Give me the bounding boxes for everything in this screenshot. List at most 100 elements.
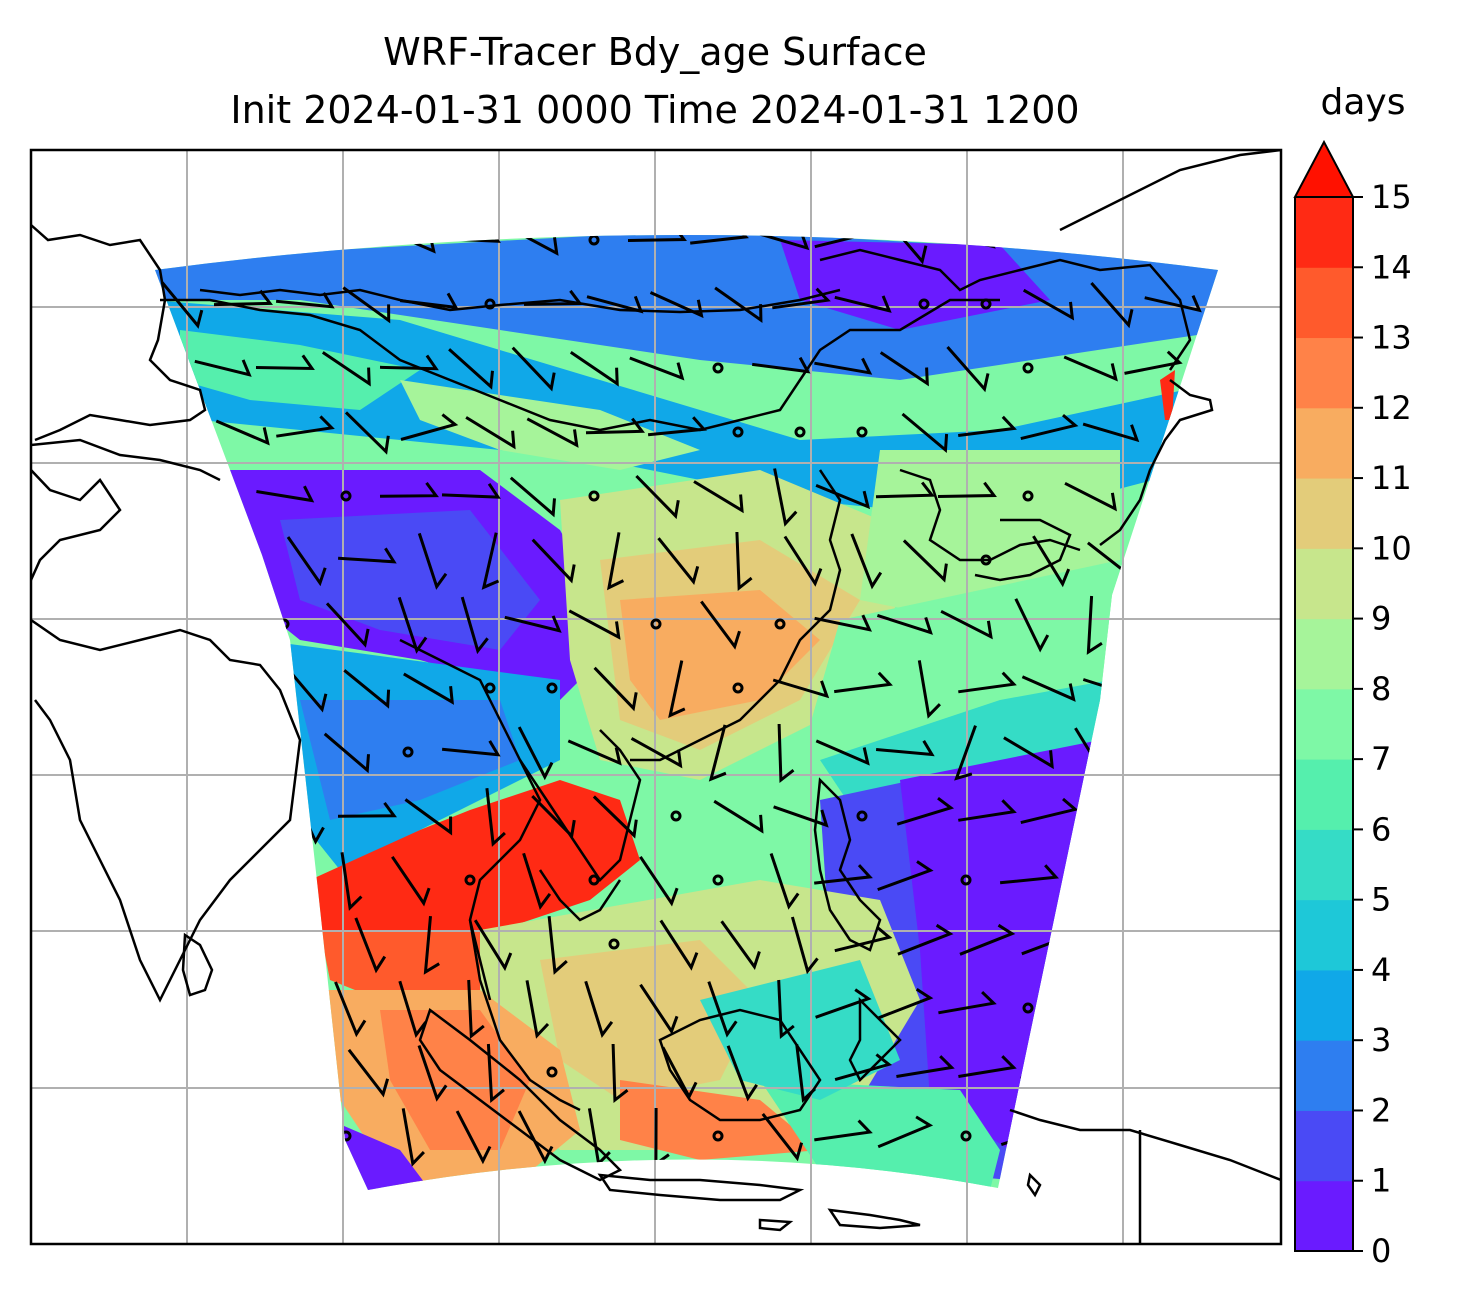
wind-barb bbox=[834, 295, 892, 313]
colorbar-segment bbox=[1295, 337, 1353, 409]
calm-wind-circle bbox=[402, 746, 414, 758]
colorbar-segment bbox=[1295, 478, 1353, 549]
wind-barb bbox=[783, 535, 823, 587]
wind-barb bbox=[400, 292, 459, 310]
wind-barb bbox=[720, 920, 761, 970]
wind-barb bbox=[525, 980, 550, 1039]
calm-wind-circle bbox=[464, 874, 476, 886]
wind-barb bbox=[1022, 288, 1075, 321]
wind-barb bbox=[958, 799, 1017, 822]
wind-barb bbox=[606, 532, 625, 591]
colorbar-tick-label: 14 bbox=[1371, 248, 1412, 286]
calm-wind-circle bbox=[856, 810, 868, 822]
colorbar-segment bbox=[1295, 829, 1353, 901]
wind-barb bbox=[850, 533, 883, 590]
calm-wind-circle bbox=[1022, 362, 1034, 374]
wind-barb bbox=[1003, 736, 1054, 770]
wind-barb bbox=[417, 1045, 448, 1102]
wind-barb bbox=[215, 419, 270, 446]
colorbar-tick-label: 13 bbox=[1371, 319, 1412, 357]
colorbar-segment bbox=[1295, 197, 1353, 268]
wind-barb bbox=[769, 853, 800, 910]
wind-barb bbox=[815, 739, 870, 766]
wind-barb bbox=[423, 915, 440, 975]
wind-barb bbox=[517, 1110, 554, 1165]
wind-barb bbox=[877, 860, 934, 892]
colorbar-tick-label: 5 bbox=[1371, 881, 1391, 919]
wind-barb bbox=[834, 925, 893, 953]
calm-wind-circle bbox=[588, 490, 600, 502]
wind-barb bbox=[379, 354, 439, 371]
wind-barb bbox=[1082, 422, 1140, 443]
wind-barb bbox=[875, 481, 935, 499]
wind-barb bbox=[752, 356, 811, 374]
wind-barb bbox=[714, 286, 763, 324]
wind-barb bbox=[946, 346, 990, 393]
calm-wind-circle bbox=[670, 810, 682, 822]
wind-barb bbox=[773, 468, 798, 527]
wind-barb bbox=[772, 678, 830, 699]
wind-barb bbox=[876, 613, 933, 635]
wind-barb bbox=[713, 799, 764, 834]
calm-wind-circle bbox=[546, 682, 558, 694]
wind-barb bbox=[531, 795, 576, 840]
colorbar-tick-label: 10 bbox=[1371, 529, 1412, 567]
wind-barb bbox=[815, 988, 872, 1019]
wind-barb bbox=[455, 1110, 492, 1165]
wind-barb bbox=[567, 739, 622, 766]
colorbar-tick-label: 0 bbox=[1371, 1232, 1391, 1270]
wind-barb bbox=[354, 917, 387, 974]
wind-barb bbox=[1020, 797, 1079, 825]
wind-barb bbox=[884, 235, 928, 265]
wind-barb bbox=[659, 919, 699, 971]
colorbar-segment bbox=[1295, 759, 1353, 830]
wind-barb bbox=[1124, 350, 1183, 375]
wind-barb bbox=[708, 724, 727, 782]
wind-barb bbox=[334, 981, 367, 1038]
calm-wind-circle bbox=[1022, 490, 1034, 502]
colorbar-tick-label: 8 bbox=[1371, 670, 1391, 708]
wind-barb bbox=[1021, 675, 1076, 702]
wind-barb bbox=[347, 1048, 390, 1098]
wind-barb bbox=[795, 1044, 817, 1103]
wind-barb bbox=[379, 482, 439, 498]
wind-barb bbox=[635, 474, 680, 520]
wind-barb bbox=[585, 417, 645, 435]
wind-barb bbox=[958, 1055, 1017, 1078]
wind-barb bbox=[707, 981, 738, 1038]
wind-barb bbox=[509, 476, 556, 518]
colorbar-segment bbox=[1295, 267, 1353, 339]
wind-barb bbox=[486, 1043, 505, 1104]
wind-barb bbox=[522, 852, 552, 910]
wind-barb bbox=[526, 417, 579, 448]
map-axes-frame bbox=[29, 148, 1283, 1246]
wind-barb bbox=[777, 979, 795, 1040]
wind-barb bbox=[401, 1108, 425, 1167]
wind-barb bbox=[511, 346, 556, 392]
wind-barb bbox=[344, 411, 390, 455]
wind-barb bbox=[897, 923, 954, 956]
calm-wind-circle bbox=[856, 426, 868, 438]
wind-barb bbox=[547, 916, 568, 975]
wind-barb bbox=[639, 855, 679, 907]
wind-barb bbox=[340, 852, 363, 911]
wind-barb bbox=[773, 805, 829, 828]
wind-barb bbox=[391, 855, 431, 907]
wind-barb bbox=[256, 485, 315, 503]
wind-barb bbox=[790, 916, 819, 975]
calm-wind-circle bbox=[546, 1066, 558, 1078]
wind-barb bbox=[938, 991, 997, 1015]
wind-barb bbox=[875, 740, 935, 757]
wind-barb bbox=[400, 413, 459, 441]
wind-barb bbox=[465, 416, 516, 450]
wind-barb bbox=[627, 235, 687, 242]
calm-wind-circle bbox=[608, 938, 620, 950]
colorbar-tick-label: 7 bbox=[1371, 740, 1391, 778]
wind-barb bbox=[877, 1115, 934, 1149]
wind-barb bbox=[448, 348, 494, 390]
colorbar-tick-label: 2 bbox=[1371, 1091, 1391, 1129]
wind-barb bbox=[647, 416, 707, 437]
wind-barb bbox=[877, 987, 934, 1020]
calm-wind-circle bbox=[980, 554, 992, 566]
